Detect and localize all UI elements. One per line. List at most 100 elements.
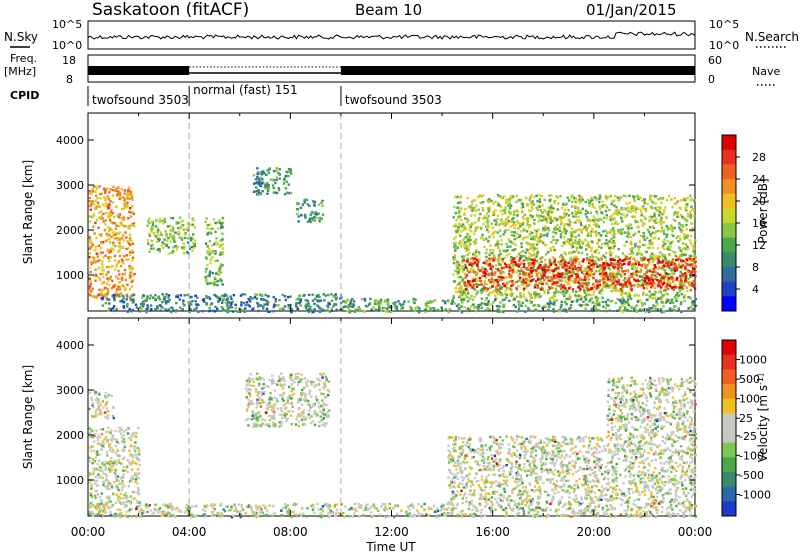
data-cell: [592, 230, 595, 233]
data-cell: [124, 428, 128, 432]
data-cell: [674, 285, 678, 289]
data-cell: [153, 297, 157, 300]
data-cell: [186, 251, 189, 254]
data-cell: [277, 171, 280, 175]
data-cell: [628, 201, 632, 204]
data-cell: [258, 293, 262, 296]
data-cell: [667, 226, 670, 229]
data-cell: [639, 268, 643, 272]
data-cell: [477, 226, 480, 229]
data-cell: [662, 209, 666, 212]
data-cell: [467, 285, 470, 288]
data-cell: [145, 310, 148, 313]
data-cell: [503, 292, 507, 295]
data-cell: [624, 215, 627, 219]
data-cell: [240, 304, 243, 307]
data-cell: [226, 298, 229, 301]
data-cell: [455, 290, 458, 294]
data-cell: [470, 203, 474, 206]
data-cell: [503, 284, 506, 288]
data-cell: [613, 194, 617, 198]
data-cell: [638, 245, 641, 248]
data-cell: [478, 269, 481, 272]
data-cell: [486, 199, 489, 202]
data-cell: [666, 293, 670, 296]
data-cell: [206, 263, 209, 267]
data-cell: [487, 272, 491, 275]
data-cell: [619, 196, 622, 199]
data-cell: [505, 250, 508, 253]
data-cell: [94, 432, 97, 436]
data-cell: [481, 275, 484, 278]
data-cell: [540, 286, 543, 289]
data-cell: [106, 298, 109, 301]
data-cell: [109, 308, 113, 311]
data-cell: [659, 289, 662, 292]
data-cell: [486, 307, 490, 310]
data-cell: [145, 307, 148, 311]
data-cell: [546, 232, 549, 235]
data-cell: [672, 218, 675, 222]
data-cell: [651, 218, 655, 222]
data-cell: [114, 469, 118, 472]
data-cell: [495, 267, 498, 270]
data-cell: [554, 277, 558, 280]
data-cell: [640, 301, 643, 305]
data-cell: [560, 303, 563, 307]
data-cell: [528, 198, 531, 202]
data-cell: [564, 269, 568, 272]
data-cell: [598, 301, 601, 305]
data-cell: [620, 232, 623, 235]
data-cell: [455, 263, 459, 266]
data-cell: [568, 279, 572, 282]
data-cell: [533, 247, 536, 250]
data-cell: [543, 291, 546, 294]
data-cell: [581, 260, 584, 263]
data-cell: [95, 206, 98, 209]
data-cell: [474, 229, 477, 233]
data-cell: [412, 300, 415, 303]
data-cell: [597, 225, 601, 228]
data-cell: [523, 255, 526, 258]
data-cell: [154, 225, 157, 228]
data-cell: [490, 199, 493, 202]
data-cell: [636, 207, 640, 210]
data-cell: [558, 226, 561, 229]
data-cell: [653, 254, 656, 257]
data-cell: [387, 301, 390, 304]
data-cell: [648, 310, 651, 314]
data-cell: [97, 294, 100, 297]
data-cell: [193, 226, 196, 229]
data-cell: [157, 296, 160, 300]
data-cell: [476, 272, 479, 275]
data-cell: [643, 302, 646, 305]
data-cell: [456, 246, 459, 249]
data-cell: [272, 169, 276, 173]
data-cell: [158, 217, 162, 220]
data-cell: [461, 293, 464, 296]
data-cell: [504, 211, 507, 215]
data-cell: [122, 300, 126, 304]
data-cell: [128, 480, 132, 483]
data-cell: [469, 243, 472, 246]
data-cell: [106, 205, 110, 208]
data-cell: [128, 267, 131, 270]
data-cell: [115, 291, 118, 294]
data-cell: [597, 245, 601, 248]
data-cell: [475, 293, 478, 296]
data-cell: [612, 236, 616, 239]
data-cell: [252, 174, 256, 177]
data-cell: [461, 301, 464, 304]
data-cell: [460, 225, 463, 228]
data-cell: [150, 239, 154, 242]
data-cell: [395, 306, 399, 310]
data-cell: [118, 231, 122, 234]
data-cell: [121, 457, 125, 461]
data-cell: [614, 262, 618, 265]
data-cell: [606, 242, 609, 245]
data-cell: [692, 259, 696, 262]
data-cell: [501, 258, 504, 261]
data-cell: [466, 257, 470, 260]
data-cell: [256, 302, 260, 306]
